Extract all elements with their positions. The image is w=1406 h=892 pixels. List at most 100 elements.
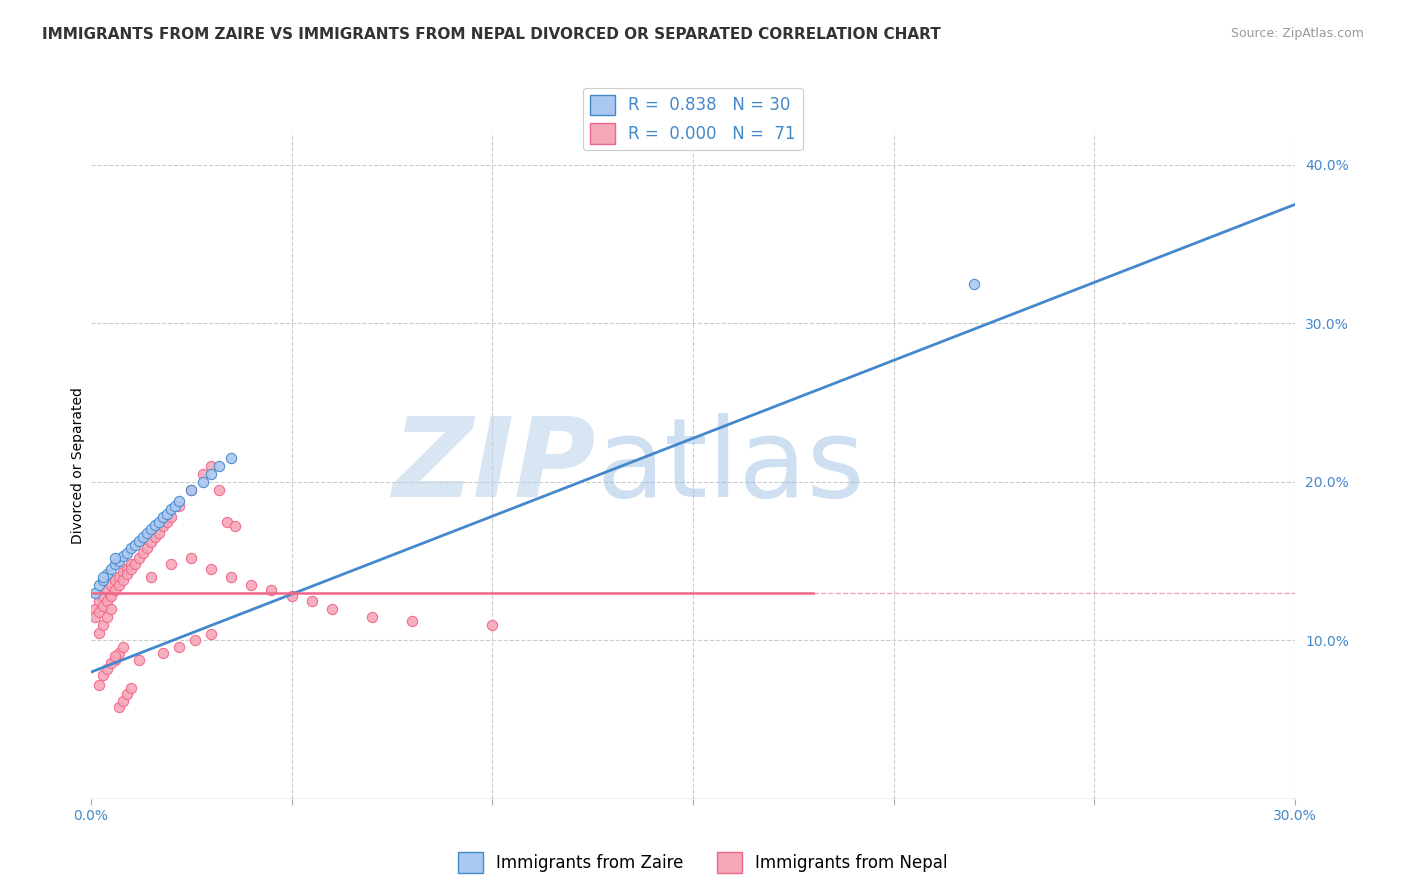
Legend: Immigrants from Zaire, Immigrants from Nepal: Immigrants from Zaire, Immigrants from N…: [451, 846, 955, 880]
Point: [87, 678, 110, 692]
Point: [83, 601, 105, 615]
Point: [120, 558, 142, 572]
Point: [481, 617, 503, 632]
Point: [301, 594, 323, 608]
Point: [156, 515, 179, 529]
Point: [91, 570, 114, 584]
Point: [139, 535, 162, 549]
Point: [180, 551, 202, 566]
Point: [87, 625, 110, 640]
Point: [180, 483, 202, 497]
Point: [108, 570, 131, 584]
Point: [91, 573, 114, 587]
Point: [217, 515, 239, 529]
Point: [91, 599, 114, 613]
Legend: R =  0.838   N = 30, R =  0.000   N =  71: R = 0.838 N = 30, R = 0.000 N = 71: [583, 88, 803, 151]
Point: [91, 668, 114, 682]
Point: [321, 601, 343, 615]
Point: [96, 566, 118, 581]
Point: [104, 652, 127, 666]
Point: [115, 546, 138, 560]
Point: [100, 562, 122, 576]
Point: [108, 578, 131, 592]
Point: [100, 589, 122, 603]
Point: [115, 566, 138, 581]
Text: ZIP: ZIP: [394, 412, 596, 519]
Point: [91, 617, 114, 632]
Point: [260, 582, 283, 597]
Point: [148, 515, 170, 529]
Point: [200, 458, 222, 473]
Y-axis label: Divorced or Separated: Divorced or Separated: [72, 388, 86, 544]
Point: [167, 640, 190, 654]
Point: [124, 538, 146, 552]
Point: [963, 277, 986, 291]
Point: [104, 551, 127, 566]
Point: [108, 646, 131, 660]
Point: [160, 501, 183, 516]
Point: [148, 525, 170, 540]
Point: [104, 649, 127, 664]
Point: [87, 605, 110, 619]
Point: [83, 586, 105, 600]
Point: [108, 554, 131, 568]
Point: [96, 609, 118, 624]
Point: [143, 530, 166, 544]
Point: [184, 633, 207, 648]
Point: [139, 570, 162, 584]
Point: [200, 562, 222, 576]
Point: [156, 507, 179, 521]
Point: [221, 451, 243, 466]
Point: [165, 499, 187, 513]
Point: [83, 609, 105, 624]
Point: [115, 562, 138, 576]
Point: [136, 525, 159, 540]
Text: Source: ZipAtlas.com: Source: ZipAtlas.com: [1230, 27, 1364, 40]
Point: [132, 546, 155, 560]
Text: IMMIGRANTS FROM ZAIRE VS IMMIGRANTS FROM NEPAL DIVORCED OR SEPARATED CORRELATION: IMMIGRANTS FROM ZAIRE VS IMMIGRANTS FROM…: [42, 27, 941, 42]
Point: [139, 523, 162, 537]
Point: [111, 573, 134, 587]
Point: [96, 582, 118, 597]
Point: [104, 573, 127, 587]
Point: [160, 558, 183, 572]
Point: [108, 700, 131, 714]
Point: [143, 517, 166, 532]
Point: [152, 509, 174, 524]
Point: [91, 589, 114, 603]
Point: [128, 652, 150, 666]
Point: [132, 530, 155, 544]
Point: [111, 549, 134, 564]
Point: [87, 578, 110, 592]
Point: [152, 646, 174, 660]
Point: [221, 570, 243, 584]
Point: [96, 594, 118, 608]
Point: [100, 578, 122, 592]
Point: [280, 589, 302, 603]
Point: [100, 656, 122, 670]
Point: [360, 609, 382, 624]
Point: [152, 519, 174, 533]
Point: [96, 662, 118, 676]
Point: [160, 509, 183, 524]
Point: [104, 582, 127, 597]
Point: [104, 558, 127, 572]
Point: [240, 578, 263, 592]
Point: [193, 475, 215, 489]
Point: [87, 594, 110, 608]
Text: atlas: atlas: [596, 412, 865, 519]
Point: [115, 687, 138, 701]
Point: [128, 551, 150, 566]
Point: [111, 566, 134, 580]
Point: [120, 541, 142, 556]
Point: [167, 494, 190, 508]
Point: [111, 694, 134, 708]
Point: [193, 467, 215, 481]
Point: [120, 562, 142, 576]
Point: [124, 558, 146, 572]
Point: [200, 627, 222, 641]
Point: [401, 615, 423, 629]
Point: [208, 483, 231, 497]
Point: [167, 499, 190, 513]
Point: [120, 681, 142, 695]
